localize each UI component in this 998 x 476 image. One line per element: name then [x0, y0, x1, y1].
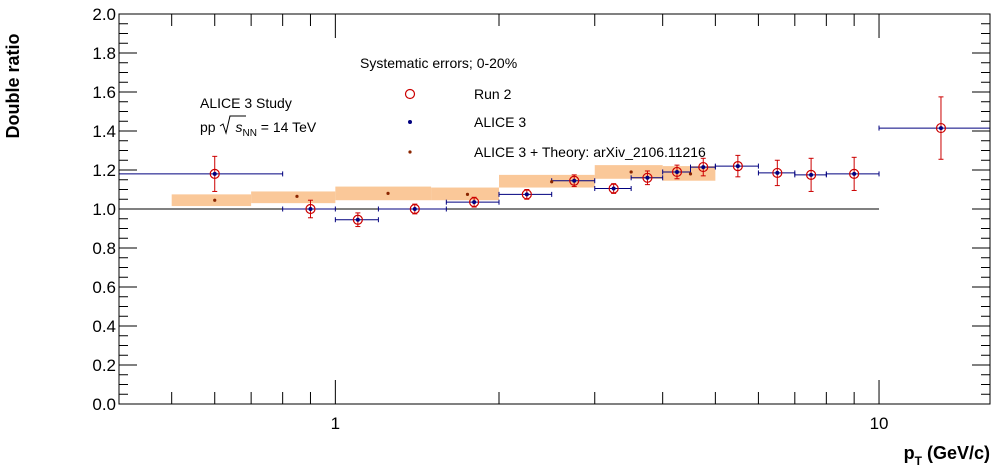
y-tick-label: 1.6: [92, 83, 116, 102]
annotation-line2: pp sNN = 14 TeV: [200, 119, 317, 139]
theory-band: [172, 194, 251, 206]
y-tick-label: 0.0: [92, 395, 116, 414]
legend-label-alice3: ALICE 3: [474, 114, 526, 130]
theory-band: [251, 191, 335, 203]
theory-point: [295, 195, 298, 198]
legend-label-theory: ALICE 3 + Theory: arXiv_2106.11216: [474, 144, 706, 160]
alice3-point: [939, 126, 943, 130]
theory-point: [386, 192, 389, 195]
y-axis-title: Double ratio: [3, 33, 23, 138]
alice3-point: [525, 192, 529, 196]
x-tick-label: 10: [870, 414, 889, 433]
theory-point: [630, 170, 633, 173]
alice3-point: [775, 171, 779, 175]
legend-header: Systematic errors; 0-20%: [360, 55, 517, 71]
theory-point: [550, 180, 553, 183]
theory-point: [466, 193, 469, 196]
annotation-line1: ALICE 3 Study: [200, 95, 292, 111]
series-group: [119, 97, 990, 227]
alice3-point: [308, 207, 312, 211]
x-axis-title: pT (GeV/c): [904, 443, 990, 468]
annotation: ALICE 3 Study pp sNN = 14 TeV: [200, 95, 317, 139]
theory-band: [431, 188, 499, 201]
alice3-point: [736, 164, 740, 168]
y-tick-label: 1.4: [92, 122, 116, 141]
alice3-point: [701, 165, 705, 169]
y-tick-label: 0.6: [92, 278, 116, 297]
y-tick-label: 0.8: [92, 239, 116, 258]
alice3-point: [413, 207, 417, 211]
alice3-point: [572, 179, 576, 183]
alice3-point: [645, 176, 649, 180]
alice3-point: [675, 170, 679, 174]
alice3-point: [472, 200, 476, 204]
alice3-point: [356, 218, 360, 222]
alice3-point: [852, 172, 856, 176]
legend: Systematic errors; 0-20% Run 2 ALICE 3 A…: [360, 55, 706, 160]
legend-label-run2: Run 2: [474, 86, 512, 102]
alice3-point: [213, 172, 217, 176]
x-tick-label: 1: [331, 414, 340, 433]
theory-band-group: [172, 165, 716, 206]
axes-group: 0.0 0.2 0.4 0.6 0.8 1.0 1.2 1.4 1.6 1.8 2.0 1 10: [92, 5, 990, 433]
theory-band: [335, 187, 431, 201]
theory-point: [213, 199, 216, 202]
y-tick-label: 1.0: [92, 200, 116, 219]
legend-marker-alice3: [408, 120, 412, 124]
y-tick-label: 1.8: [92, 44, 116, 63]
y-tick-label: 0.2: [92, 356, 116, 375]
y-tick-label: 2.0: [92, 5, 116, 24]
alice3-point: [809, 173, 813, 177]
legend-marker-run2: [406, 90, 415, 99]
theory-band: [595, 165, 663, 179]
y-tick-label: 0.4: [92, 317, 116, 336]
theory-point: [689, 172, 692, 175]
alice3-point: [612, 187, 616, 191]
legend-marker-theory: [408, 150, 411, 153]
y-tick-label: 1.2: [92, 161, 116, 180]
